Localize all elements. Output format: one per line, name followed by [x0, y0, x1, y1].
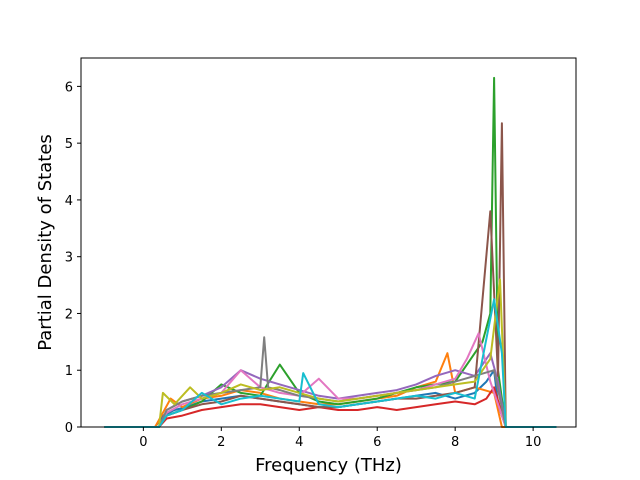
series-layer: [104, 76, 557, 428]
series-line-10: [104, 298, 557, 428]
y-tick-label: 5: [65, 137, 73, 152]
x-tick-label: 2: [217, 435, 225, 450]
y-tick-label: 6: [65, 80, 73, 95]
axes-layer: 0 2 4 6 8 10 0 1 2 3 4 5 6: [65, 57, 577, 450]
plot-frame: [80, 57, 577, 428]
series-line-3: [104, 76, 557, 428]
x-tick-label: 0: [139, 435, 147, 450]
x-tick-label: 6: [373, 435, 381, 450]
x-tick-label: 10: [525, 435, 542, 450]
series-line-7: [104, 332, 557, 428]
series-line-6: [104, 122, 557, 428]
x-tick-label: 8: [451, 435, 459, 450]
y-tick-label: 1: [65, 364, 73, 379]
x-tick-label: 4: [295, 435, 303, 450]
series-line-9: [104, 278, 557, 428]
y-tick-label: 3: [65, 251, 73, 266]
x-axis-title: Frequency (THz): [255, 455, 402, 476]
series-line-4: [104, 386, 557, 428]
y-tick-label: 2: [65, 307, 73, 322]
y-tick-label: 0: [65, 421, 73, 436]
y-tick-label: 4: [65, 194, 73, 209]
y-axis-title: Partial Density of States: [35, 134, 56, 351]
